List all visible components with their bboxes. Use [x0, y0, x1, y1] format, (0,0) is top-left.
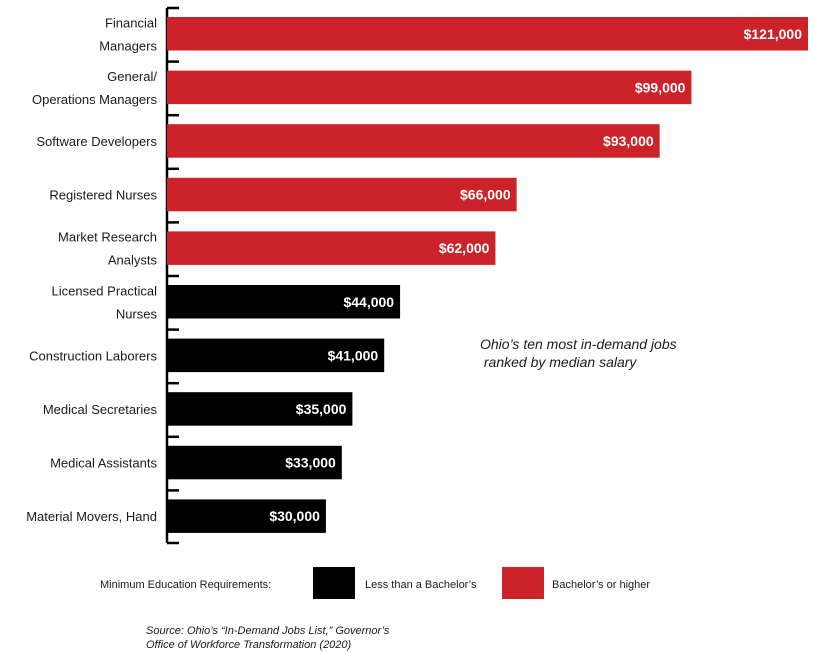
bar: [167, 445, 342, 480]
legend-label-less: Less than a Bachelor’s: [365, 579, 477, 591]
category-label: Licensed Practical Nurses: [52, 283, 158, 321]
data-label: $44,000: [343, 294, 394, 310]
bar: [167, 392, 353, 426]
bar: [167, 177, 517, 212]
category-label: Material Movers, Hand: [26, 509, 157, 524]
data-label: $66,000: [460, 187, 511, 203]
bar: [167, 338, 385, 373]
bar: [167, 70, 692, 105]
source-line-2: Office of Workforce Transformation (2020…: [146, 639, 352, 651]
bar: [167, 124, 660, 158]
data-label: $93,000: [603, 133, 654, 149]
category-label-line: Financial: [105, 15, 157, 30]
category-label-line: Nurses: [116, 306, 158, 321]
bar: [167, 499, 326, 533]
category-label: Financial Managers: [99, 15, 157, 53]
category-label-line: General/: [107, 69, 157, 84]
legend: Minimum Education Requirements: Less tha…: [0, 567, 814, 603]
legend-swatch-less: [313, 567, 355, 599]
bars-group: $121,000 $99,000 $93,000 $66,000 $62,000 $44,…: [167, 17, 808, 533]
category-label: Market Research Analysts: [58, 230, 157, 268]
data-label: $41,000: [328, 347, 379, 363]
category-labels: Financial Managers General/Operations Mana…: [26, 15, 157, 524]
data-label: $99,000: [635, 79, 686, 95]
category-label: Medical Secretaries: [43, 402, 158, 417]
bar: [167, 17, 808, 51]
bar-chart: $121,000 $99,000 $93,000 $66,000 $62,000 $44,…: [26, 6, 808, 545]
bar: [167, 285, 401, 319]
data-label: $33,000: [285, 455, 336, 471]
category-label: General/Operations Managers: [32, 69, 158, 107]
legend-label-bachelors: Bachelor’s or higher: [552, 579, 651, 591]
bar: [167, 231, 496, 265]
category-label-line: Managers: [99, 38, 157, 53]
category-label-line: Operations Managers: [32, 92, 158, 107]
chart-annotation: Ohio’s ten most in-demand jobs ranked by…: [480, 336, 677, 370]
data-label: $35,000: [296, 401, 347, 417]
data-label: $30,000: [269, 508, 320, 524]
legend-swatch-bachelors: [502, 567, 544, 599]
legend-title: Minimum Education Requirements:: [100, 579, 272, 591]
category-label-line: Market Research: [58, 230, 157, 245]
category-label: Software Developers: [36, 134, 157, 149]
category-label: Medical Assistants: [50, 456, 157, 471]
category-label-line: Analysts: [108, 253, 158, 268]
category-label-line: Licensed Practical: [52, 283, 158, 298]
data-label: $121,000: [744, 26, 803, 42]
source-line-1: Source: Ohio’s “In-Demand Jobs List,” Go…: [146, 625, 390, 637]
source-note: Source: Ohio’s “In-Demand Jobs List,” Go…: [146, 624, 389, 652]
category-label: Construction Laborers: [29, 348, 157, 363]
category-label: Registered Nurses: [49, 188, 157, 203]
data-label: $62,000: [439, 240, 490, 256]
